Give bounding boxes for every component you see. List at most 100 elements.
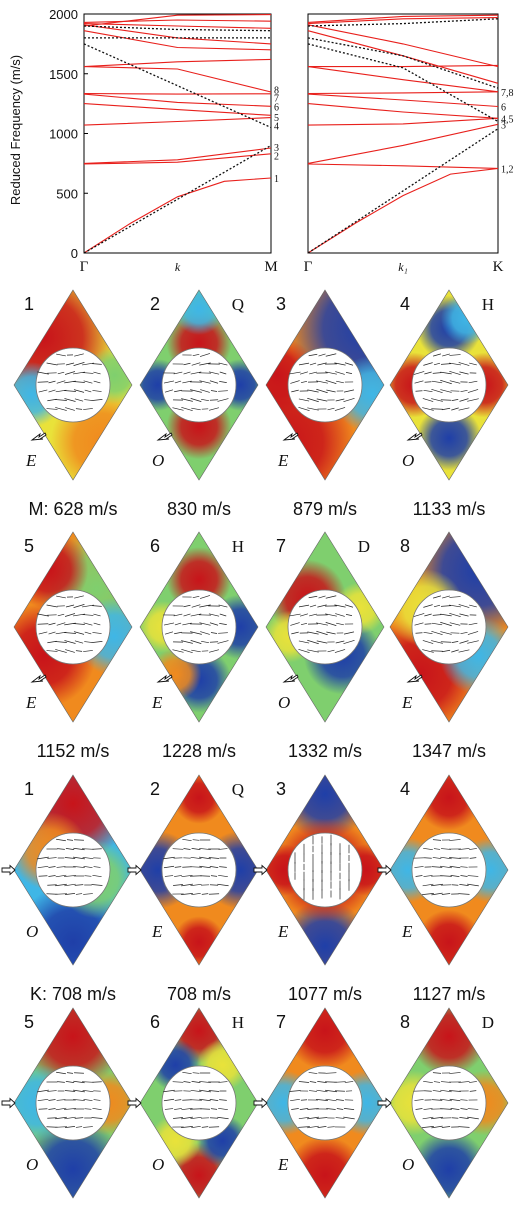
band-index-label: 8	[274, 85, 279, 96]
light-line	[83, 25, 272, 32]
wave-vector-arrow	[1, 864, 16, 876]
band-line	[307, 30, 499, 84]
light-line	[83, 144, 272, 254]
band-line	[307, 14, 499, 23]
band-line	[83, 30, 272, 51]
band-line	[83, 147, 272, 164]
band-line	[83, 14, 272, 27]
band-line	[307, 93, 499, 108]
mode-parity-label: O	[278, 693, 290, 712]
band-line	[83, 58, 272, 68]
displacement-arrows	[413, 839, 479, 896]
wave-vector-arrow	[127, 864, 142, 876]
mode-panel: 8DO1349 m/s	[377, 1007, 509, 1199]
wave-vector-arrow	[127, 1097, 142, 1109]
mode-index: 5	[24, 1012, 34, 1032]
mode-index: 2	[150, 294, 160, 314]
mode-panel: 2 Q O 830 m/s	[139, 289, 259, 519]
band-index-label: 3	[274, 143, 279, 154]
x-axis-label: k	[175, 260, 181, 274]
mode-frequency-caption: 1127 m/s	[413, 984, 486, 1004]
inclusion-circle	[35, 347, 111, 423]
mode-index: 7	[276, 536, 286, 556]
mode-panel: 8 E 1347 m/s	[389, 531, 509, 761]
mode-frequency-caption: 830 m/s	[167, 499, 231, 519]
mode-symmetry-letter: Q	[232, 780, 244, 799]
band-index-label: 7	[274, 94, 279, 105]
mode-panel: 4 H O 1133 m/s	[389, 289, 509, 519]
inclusion-circle	[161, 1065, 237, 1141]
light-line	[307, 128, 499, 254]
displacement-arrows	[163, 838, 229, 896]
x-tick-label: M	[264, 259, 277, 275]
wave-vector-arrow	[30, 432, 47, 441]
inclusion-circle	[35, 832, 111, 908]
y-tick-label: 2000	[49, 7, 78, 22]
mode-parity-label: E	[277, 922, 289, 941]
band-line	[307, 117, 499, 126]
y-axis-label: Reduced Frequency (m/s)	[8, 55, 23, 205]
y-tick-label: 500	[56, 186, 78, 201]
band-line	[83, 23, 272, 29]
mode-index: 3	[276, 779, 286, 799]
displacement-arrows	[289, 595, 355, 654]
mode-panel: 1 O K: 708 m/s	[1, 774, 133, 1004]
y-tick-label: 1500	[49, 67, 78, 82]
band-index-label: 6	[274, 103, 279, 114]
wave-vector-arrow	[253, 1097, 268, 1109]
displacement-arrows	[163, 1071, 229, 1129]
mode-index: 1	[24, 779, 34, 799]
mode-index: 5	[24, 536, 34, 556]
x-tick-label: Γ	[80, 259, 89, 275]
band-index-label: 7,8	[501, 88, 514, 99]
displacement-arrows	[413, 1072, 479, 1129]
mode-parity-label: O	[402, 451, 414, 470]
band-index-label: 1	[274, 174, 279, 185]
mode-frequency-caption: 879 m/s	[293, 499, 357, 519]
wave-vector-arrow	[406, 432, 423, 441]
band-line	[83, 117, 272, 126]
mode-index: 8	[400, 536, 410, 556]
mode-index: 7	[276, 1012, 286, 1032]
displacement-arrows	[37, 353, 103, 411]
plot-frame	[83, 13, 272, 254]
displacement-arrows	[294, 834, 350, 900]
mode-symmetry-letter: H	[482, 295, 494, 314]
displacement-arrows	[163, 353, 229, 412]
mode-parity-label: E	[277, 451, 289, 470]
mode-parity-label: E	[151, 693, 163, 712]
mode-index: 2	[150, 779, 160, 799]
band-line	[83, 66, 272, 93]
mode-symmetry-letter: D	[358, 537, 370, 556]
wave-vector-arrow	[30, 674, 47, 683]
displacement-arrows	[163, 595, 229, 654]
displacement-arrows	[289, 353, 355, 412]
band-index-label: 5	[274, 113, 279, 124]
mode-parity-label: O	[402, 1155, 414, 1174]
plot-frame	[307, 13, 499, 254]
inclusion-circle	[161, 347, 237, 423]
band-line	[307, 91, 499, 95]
band-line	[307, 167, 499, 254]
band-index-label: 4	[274, 122, 279, 133]
mode-symmetry-letter: H	[232, 537, 244, 556]
inclusion-circle	[161, 589, 237, 665]
mode-symmetry-letter: Q	[232, 295, 244, 314]
mode-frequency-caption: 1332 m/s	[288, 741, 362, 761]
mode-parity-label: O	[26, 922, 38, 941]
inclusion-circle	[287, 832, 363, 908]
mode-frequency-caption: 1347 m/s	[412, 741, 486, 761]
displacement-arrows	[37, 595, 103, 653]
inclusion-circle	[287, 347, 363, 423]
inclusion-circle	[35, 589, 111, 665]
mode-parity-label: E	[25, 451, 37, 470]
mode-parity-label: E	[151, 922, 163, 941]
band-line	[307, 24, 499, 68]
displacement-arrows	[413, 353, 479, 411]
mode-shape-grid: 1 E M: 628 m/s 2 Q O 830 m/s 3 E 879 m/s 4 H O 1133 m…	[1, 289, 509, 1199]
wave-vector-arrow	[1, 1097, 16, 1109]
band-line	[83, 103, 272, 116]
mode-index: 3	[276, 294, 286, 314]
light-line	[307, 37, 499, 89]
displacement-arrows	[289, 1072, 355, 1129]
